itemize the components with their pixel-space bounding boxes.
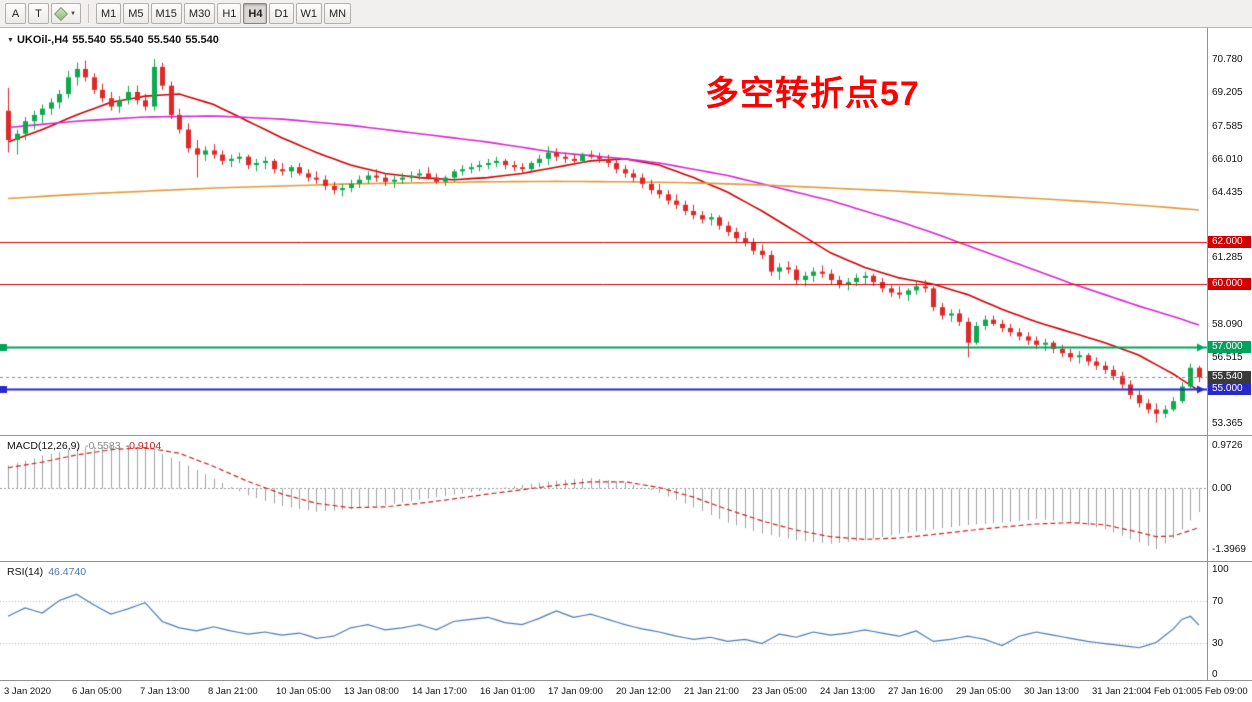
cursor-tool-button[interactable]: A (5, 3, 26, 24)
time-axis-separator (0, 680, 1252, 681)
rsi-axis-label: 100 (1212, 564, 1229, 575)
macd-name: MACD(12,26,9) (7, 440, 80, 452)
timeframe-button-d1[interactable]: D1 (269, 3, 294, 24)
price-chart-canvas[interactable] (0, 28, 1207, 434)
panel-separator-macd[interactable] (0, 435, 1252, 436)
macd-axis-label: 0.00 (1212, 482, 1232, 494)
time-axis-label: 23 Jan 05:00 (752, 686, 807, 697)
rsi-axis-label: 0 (1212, 669, 1218, 680)
price-axis-label: 64.435 (1212, 186, 1243, 198)
timeframe-button-m30[interactable]: M30 (183, 3, 216, 24)
ohlc-high: 55.540 (109, 34, 144, 46)
symbol-name: UKOil-,H4 (16, 34, 69, 46)
price-axis-label: 69.205 (1212, 86, 1243, 98)
macd-value-signal: -0.9104 (125, 440, 162, 452)
price-axis-label: 53.365 (1212, 417, 1243, 429)
time-axis-label: 27 Jan 16:00 (888, 686, 943, 697)
chart-annotation-text: 多空转折点57 (705, 75, 920, 113)
rsi-value: 46.4740 (48, 566, 87, 578)
time-axis-label: 6 Jan 05:00 (72, 686, 122, 697)
price-badge-55.540: 55.540 (1208, 371, 1251, 384)
time-axis-label: 13 Jan 08:00 (344, 686, 399, 697)
price-badge-57.000: 57.000 (1208, 340, 1251, 353)
time-axis-label: 5 Feb 09:00 (1197, 686, 1248, 697)
price-axis-label: 66.010 (1212, 153, 1243, 165)
macd-panel-canvas[interactable] (0, 437, 1207, 560)
macd-axis-label: -1.3969 (1212, 543, 1246, 555)
objects-icon (53, 6, 69, 21)
price-axis-label: 56.515 (1212, 352, 1243, 363)
caret-down-icon: ▼ (70, 10, 76, 17)
ohlc-close: 55.540 (185, 34, 219, 46)
time-axis-label: 10 Jan 05:00 (276, 686, 331, 697)
macd-label: MACD(12,26,9) -0.5583 -0.9104 (7, 440, 166, 452)
time-axis-label: 24 Jan 13:00 (820, 686, 875, 697)
timeframe-button-w1[interactable]: W1 (295, 3, 323, 24)
timeframe-button-mn[interactable]: MN (324, 3, 352, 24)
time-axis[interactable]: 3 Jan 2020 6 Jan 05:00 7 Jan 13:00 8 Jan 21… (0, 681, 1252, 702)
time-axis-label: 17 Jan 09:00 (548, 686, 603, 697)
price-axis-label: 58.090 (1212, 319, 1243, 331)
rsi-name: RSI(14) (7, 566, 44, 578)
time-axis-label: 29 Jan 05:00 (956, 686, 1011, 697)
panel-separator-rsi[interactable] (0, 561, 1252, 562)
rsi-panel-canvas[interactable] (0, 563, 1207, 680)
price-badge-60.000: 60.000 (1208, 278, 1251, 291)
objects-dropdown-button[interactable]: ▼ (51, 3, 81, 24)
symbol-ohlc-line: ▼ UKOil-,H4 55.540 55.540 55.540 55.540 (7, 34, 223, 46)
ohlc-low: 55.540 (147, 34, 182, 46)
time-axis-label: 3 Jan 2020 (4, 686, 52, 697)
price-axis-label: 67.585 (1212, 120, 1243, 132)
time-axis-label: 20 Jan 12:00 (616, 686, 671, 697)
macd-axis-label: 0.9726 (1212, 439, 1243, 451)
time-axis-label: 4 Feb 01:00 (1146, 686, 1197, 697)
timeframe-group: M1 M5 M15 M30 H1 H4 D1 W1 MN (95, 3, 352, 24)
rsi-axis-label: 30 (1212, 637, 1224, 649)
price-axis-border (1207, 28, 1208, 681)
timeframe-button-m5[interactable]: M5 (123, 3, 149, 24)
collapse-arrow-icon: ▼ (7, 37, 14, 44)
ohlc-open: 55.540 (72, 34, 106, 46)
timeframe-button-m1[interactable]: M1 (95, 3, 122, 24)
macd-value-main: -0.5583 (84, 440, 121, 452)
price-axis[interactable]: 70.780 69.205 67.585 66.010 64.435 61.285 58.0… (1208, 28, 1252, 681)
time-axis-label: 7 Jan 13:00 (140, 686, 190, 697)
time-axis-label: 30 Jan 13:00 (1024, 686, 1079, 697)
time-axis-label: 21 Jan 21:00 (684, 686, 739, 697)
toolbar-separator (87, 4, 89, 23)
price-badge-62.000: 62.000 (1208, 236, 1251, 249)
time-axis-label: 16 Jan 01:00 (480, 686, 535, 697)
price-axis-label: 70.780 (1212, 53, 1243, 65)
timeframe-button-m15[interactable]: M15 (150, 3, 182, 24)
time-axis-label: 8 Jan 21:00 (208, 686, 258, 697)
price-axis-label: 61.285 (1212, 252, 1243, 264)
time-axis-label: 31 Jan 21:00 (1092, 686, 1147, 697)
toolbar: A T ▼ M1 M5 M15 M30 H1 H4 D1 W1 MN (0, 0, 1252, 28)
timeframe-button-h1[interactable]: H1 (217, 3, 242, 24)
rsi-axis-label: 70 (1212, 595, 1224, 607)
price-badge-55.000: 55.000 (1208, 382, 1251, 395)
timeframe-button-h4[interactable]: H4 (243, 3, 268, 24)
time-axis-label: 14 Jan 17:00 (412, 686, 467, 697)
rsi-label: RSI(14) 46.4740 (7, 566, 91, 578)
text-tool-button[interactable]: T (28, 3, 49, 24)
